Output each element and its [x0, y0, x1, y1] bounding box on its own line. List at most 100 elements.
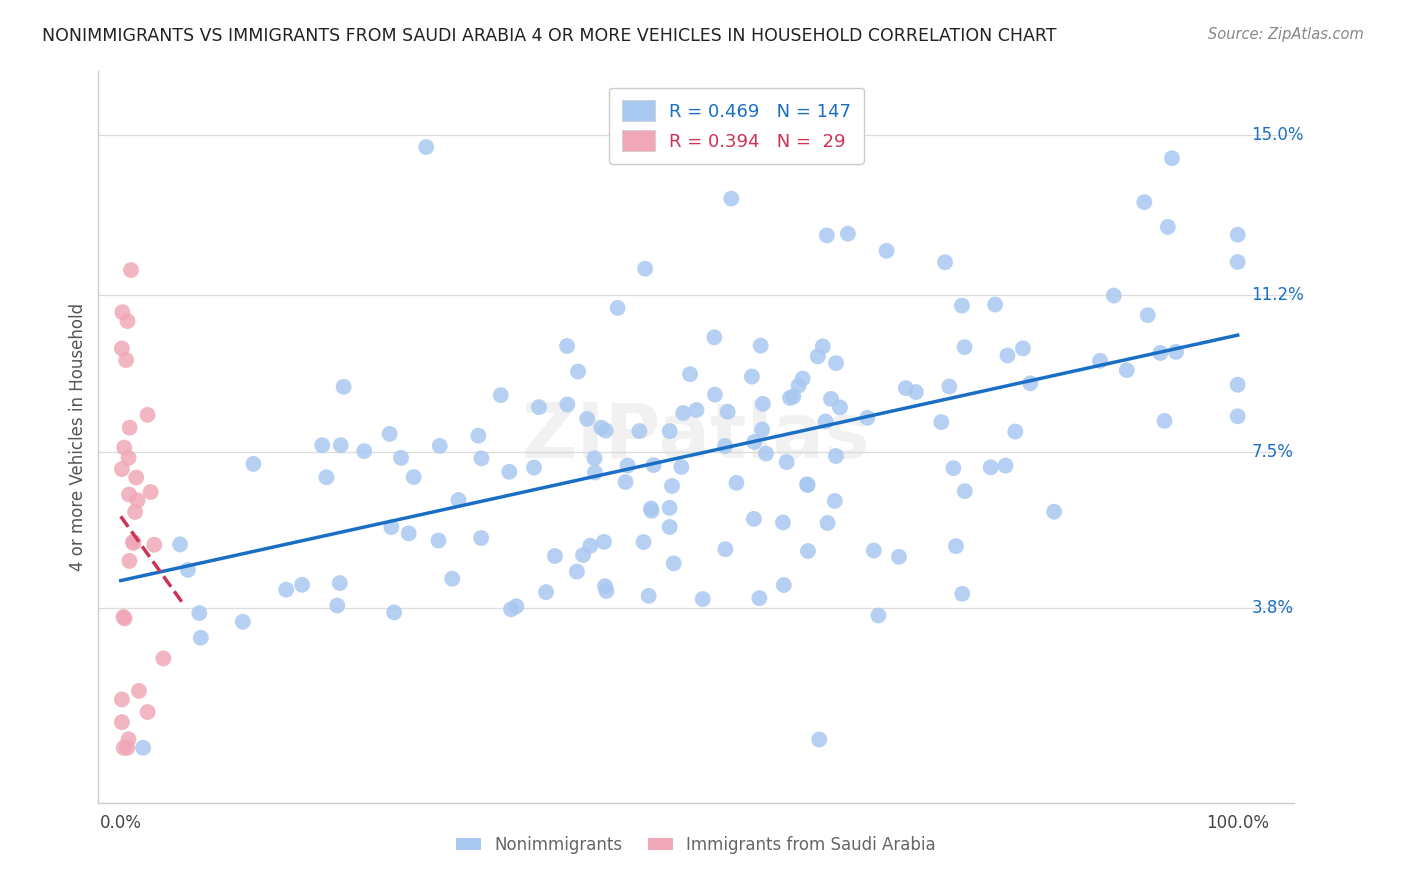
Point [811, 339, 834, 353]
Point [658, 520, 681, 534]
Point [815, 228, 838, 243]
Point [595, 584, 617, 599]
Point [772, 578, 794, 592]
Point [118, 554, 141, 568]
Point [1012, 342, 1035, 356]
Point [662, 557, 685, 571]
Point [868, 608, 890, 623]
Point [658, 424, 681, 438]
Point [876, 244, 898, 258]
Point [817, 516, 839, 530]
Point [1136, 308, 1159, 322]
Point [382, 606, 405, 620]
Point [828, 401, 851, 415]
Point [942, 461, 965, 475]
Point [742, 434, 765, 449]
Point [904, 385, 927, 400]
Point [177, 563, 200, 577]
Point [1102, 288, 1125, 302]
Point [634, 261, 657, 276]
Point [820, 392, 842, 406]
Point [125, 470, 148, 484]
Point [714, 542, 737, 557]
Point [779, 391, 801, 405]
Point [1149, 346, 1171, 360]
Point [115, 740, 138, 755]
Point [692, 592, 714, 607]
Point [120, 263, 142, 277]
Point [114, 611, 136, 625]
Point [616, 458, 638, 473]
Point [714, 439, 737, 453]
Point [565, 565, 588, 579]
Point [111, 342, 134, 356]
Point [122, 535, 145, 549]
Point [661, 479, 683, 493]
Point [741, 369, 763, 384]
Point [934, 255, 956, 269]
Point [398, 526, 420, 541]
Point [1226, 377, 1249, 392]
Point [862, 543, 884, 558]
Point [427, 533, 450, 548]
Point [1088, 354, 1111, 368]
Point [415, 140, 437, 154]
Point [814, 414, 837, 428]
Point [380, 520, 402, 534]
Point [953, 484, 976, 499]
Point [797, 544, 820, 558]
Point [1153, 414, 1175, 428]
Point [117, 732, 139, 747]
Point [796, 477, 818, 491]
Point [703, 330, 725, 344]
Text: 3.8%: 3.8% [1251, 599, 1294, 617]
Point [389, 450, 412, 465]
Point [672, 406, 695, 420]
Point [112, 610, 135, 624]
Point [953, 340, 976, 354]
Point [489, 388, 512, 402]
Point [984, 297, 1007, 311]
Point [950, 299, 973, 313]
Point [470, 451, 492, 466]
Point [567, 365, 589, 379]
Point [772, 516, 794, 530]
Point [576, 412, 599, 426]
Point [447, 493, 470, 508]
Point [775, 455, 797, 469]
Point [808, 732, 831, 747]
Point [429, 439, 451, 453]
Point [111, 715, 134, 730]
Point [1019, 376, 1042, 391]
Point [329, 576, 352, 591]
Point [276, 582, 298, 597]
Point [498, 465, 520, 479]
Point [523, 460, 546, 475]
Point [595, 424, 617, 438]
Point [742, 512, 765, 526]
Point [118, 487, 141, 501]
Point [527, 400, 550, 414]
Text: NONIMMIGRANTS VS IMMIGRANTS FROM SAUDI ARABIA 4 OR MORE VEHICLES IN HOUSEHOLD CO: NONIMMIGRANTS VS IMMIGRANTS FROM SAUDI A… [42, 27, 1057, 45]
Point [1133, 195, 1156, 210]
Text: Source: ZipAtlas.com: Source: ZipAtlas.com [1208, 27, 1364, 42]
Point [1226, 255, 1249, 269]
Point [534, 585, 557, 599]
Point [112, 441, 135, 455]
Point [441, 572, 464, 586]
Point [679, 367, 702, 381]
Point [725, 475, 748, 490]
Point [640, 501, 662, 516]
Text: 15.0%: 15.0% [1251, 126, 1303, 144]
Point [658, 500, 681, 515]
Point [628, 424, 651, 438]
Point [633, 535, 655, 549]
Point [111, 692, 134, 706]
Point [115, 353, 138, 368]
Point [1226, 409, 1249, 424]
Point [929, 415, 952, 429]
Point [232, 615, 254, 629]
Point [782, 389, 804, 403]
Point [748, 591, 770, 606]
Point [825, 449, 848, 463]
